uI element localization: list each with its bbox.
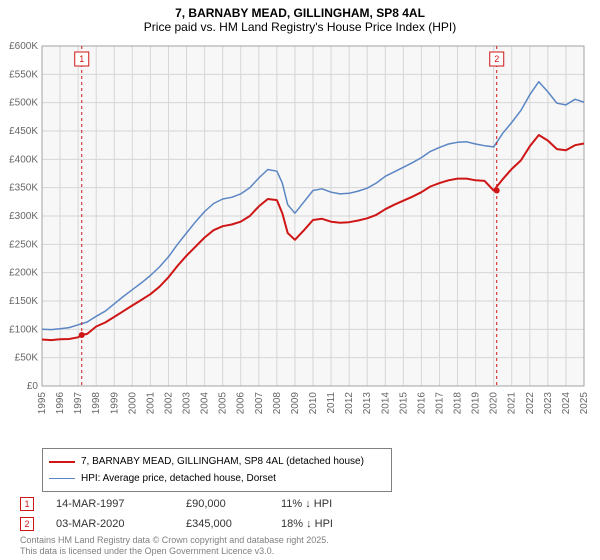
svg-text:2: 2 (494, 54, 499, 64)
svg-text:2010: 2010 (308, 392, 319, 415)
svg-text:£400K: £400K (9, 154, 38, 165)
event-table: 1 14-MAR-1997 £90,000 11% ↓ HPI 2 03-MAR… (20, 494, 376, 534)
svg-text:£600K: £600K (9, 41, 38, 52)
title-address: 7, BARNABY MEAD, GILLINGHAM, SP8 4AL (0, 6, 600, 20)
legend-label: HPI: Average price, detached house, Dors… (81, 473, 276, 484)
svg-text:£150K: £150K (9, 296, 38, 307)
svg-text:1: 1 (79, 54, 84, 64)
svg-text:2021: 2021 (507, 392, 518, 415)
svg-text:1996: 1996 (55, 392, 66, 415)
svg-text:£50K: £50K (15, 353, 39, 364)
legend-row: 7, BARNABY MEAD, GILLINGHAM, SP8 4AL (de… (49, 453, 385, 470)
svg-text:£550K: £550K (9, 69, 38, 80)
legend-label: 7, BARNABY MEAD, GILLINGHAM, SP8 4AL (de… (81, 456, 364, 467)
svg-text:2019: 2019 (471, 392, 482, 415)
svg-text:2018: 2018 (453, 392, 464, 415)
svg-text:2011: 2011 (326, 392, 337, 414)
svg-text:1998: 1998 (91, 392, 102, 415)
svg-text:2022: 2022 (525, 392, 536, 415)
legend-swatch-hpi (49, 478, 75, 479)
title-block: 7, BARNABY MEAD, GILLINGHAM, SP8 4AL Pri… (0, 0, 600, 34)
svg-text:£350K: £350K (9, 183, 38, 194)
copyright-line: This data is licensed under the Open Gov… (20, 546, 329, 556)
svg-text:£450K: £450K (9, 126, 38, 137)
title-subtitle: Price paid vs. HM Land Registry's House … (0, 20, 600, 34)
event-date: 14-MAR-1997 (56, 498, 186, 510)
chart-container: 7, BARNABY MEAD, GILLINGHAM, SP8 4AL Pri… (0, 0, 600, 560)
svg-text:2005: 2005 (218, 392, 229, 415)
svg-text:2017: 2017 (434, 392, 445, 415)
svg-text:2004: 2004 (200, 392, 211, 415)
event-price: £90,000 (186, 498, 281, 510)
svg-text:2015: 2015 (398, 392, 409, 415)
table-row: 1 14-MAR-1997 £90,000 11% ↓ HPI (20, 494, 376, 514)
svg-text:2002: 2002 (163, 392, 174, 415)
legend-swatch-property (49, 461, 75, 463)
svg-text:2023: 2023 (543, 392, 554, 415)
svg-text:£200K: £200K (9, 268, 38, 279)
svg-text:1995: 1995 (37, 392, 48, 415)
svg-text:2008: 2008 (272, 392, 283, 415)
svg-text:1997: 1997 (73, 392, 84, 415)
event-delta: 11% ↓ HPI (281, 498, 376, 510)
legend: 7, BARNABY MEAD, GILLINGHAM, SP8 4AL (de… (42, 448, 392, 492)
svg-text:2007: 2007 (254, 392, 265, 415)
svg-text:2020: 2020 (489, 392, 500, 415)
svg-text:2025: 2025 (579, 392, 590, 415)
event-delta: 18% ↓ HPI (281, 518, 376, 530)
chart-svg: £0£50K£100K£150K£200K£250K£300K£350K£400… (42, 44, 590, 422)
table-row: 2 03-MAR-2020 £345,000 18% ↓ HPI (20, 514, 376, 534)
svg-text:1999: 1999 (109, 392, 120, 415)
svg-text:£100K: £100K (9, 324, 38, 335)
svg-text:2006: 2006 (236, 392, 247, 415)
svg-text:2012: 2012 (344, 392, 355, 415)
svg-text:£500K: £500K (9, 98, 38, 109)
svg-text:2024: 2024 (561, 392, 572, 415)
svg-text:2014: 2014 (380, 392, 391, 415)
svg-text:2003: 2003 (182, 392, 193, 415)
svg-text:2013: 2013 (362, 392, 373, 415)
event-marker-2: 2 (20, 517, 34, 531)
copyright: Contains HM Land Registry data © Crown c… (20, 535, 329, 556)
svg-text:2009: 2009 (290, 392, 301, 415)
svg-text:£300K: £300K (9, 211, 38, 222)
copyright-line: Contains HM Land Registry data © Crown c… (20, 535, 329, 545)
svg-text:2000: 2000 (127, 392, 138, 415)
chart-area: £0£50K£100K£150K£200K£250K£300K£350K£400… (42, 44, 590, 422)
svg-text:£250K: £250K (9, 239, 38, 250)
svg-text:2016: 2016 (416, 392, 427, 415)
svg-text:£0: £0 (27, 381, 39, 392)
event-price: £345,000 (186, 518, 281, 530)
svg-text:2001: 2001 (145, 392, 156, 415)
event-marker-1: 1 (20, 497, 34, 511)
event-date: 03-MAR-2020 (56, 518, 186, 530)
legend-row: HPI: Average price, detached house, Dors… (49, 470, 385, 487)
